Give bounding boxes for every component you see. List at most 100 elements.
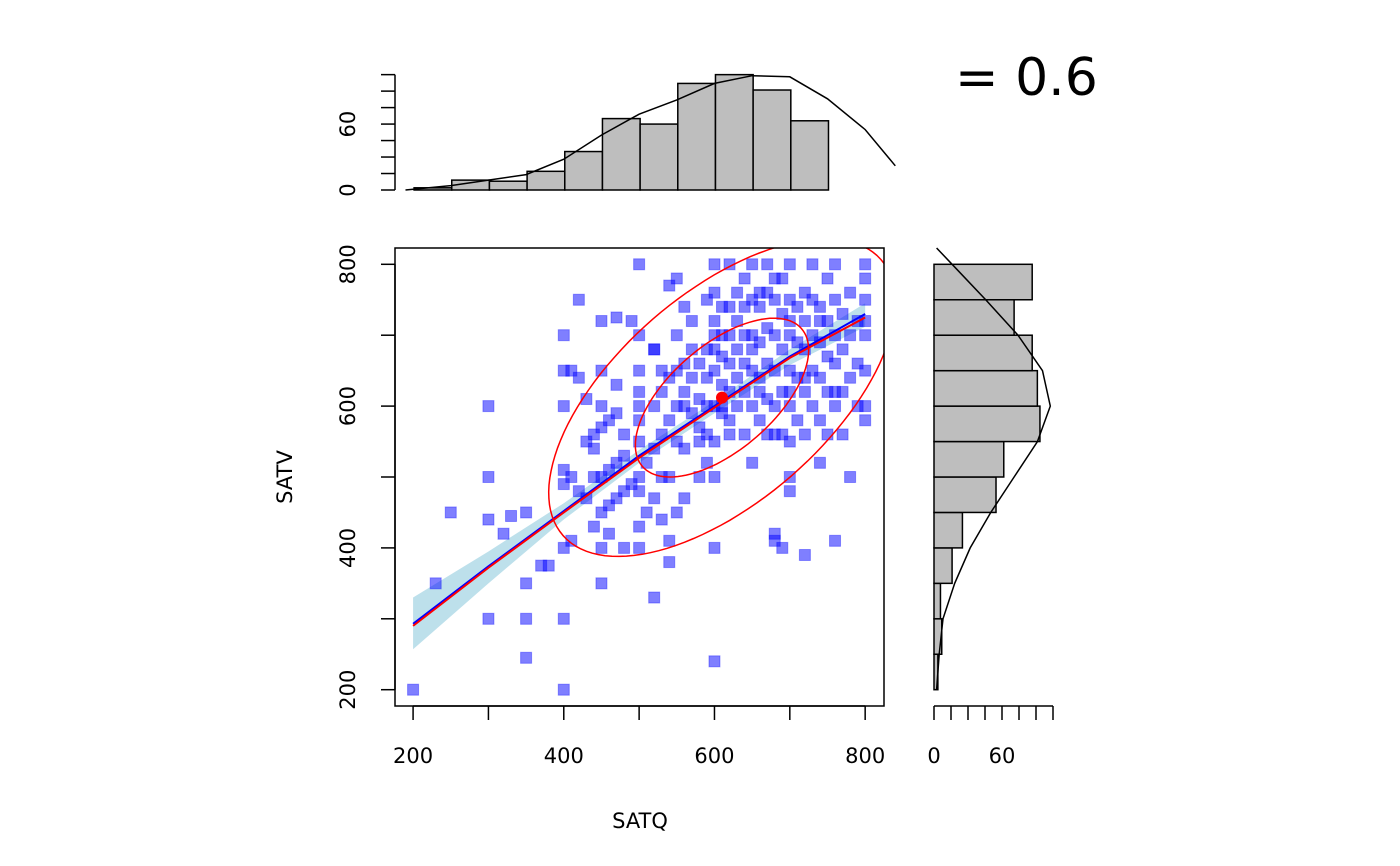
data-point bbox=[791, 300, 804, 313]
data-point bbox=[610, 492, 623, 505]
y-tick-label: 600 bbox=[336, 386, 360, 426]
data-point bbox=[783, 385, 796, 398]
data-point bbox=[678, 300, 691, 313]
data-point bbox=[798, 286, 811, 299]
x-tick-label: 200 bbox=[393, 744, 433, 768]
data-point bbox=[610, 311, 623, 324]
data-point bbox=[595, 577, 608, 590]
data-point bbox=[844, 371, 857, 384]
data-point bbox=[708, 655, 721, 668]
y-density-curve bbox=[935, 247, 1052, 690]
x-axis: 200 400 600 800 bbox=[393, 705, 885, 768]
data-point bbox=[851, 357, 864, 370]
data-point bbox=[633, 485, 646, 498]
data-point bbox=[610, 456, 623, 469]
ellipse-level-1 bbox=[634, 317, 810, 478]
data-point bbox=[602, 499, 615, 512]
data-point bbox=[859, 364, 872, 377]
data-point bbox=[663, 414, 676, 427]
data-point bbox=[678, 442, 691, 455]
data-point bbox=[678, 385, 691, 398]
data-point bbox=[663, 279, 676, 292]
data-point bbox=[844, 286, 857, 299]
y-tick-label: 800 bbox=[336, 244, 360, 284]
data-point bbox=[685, 371, 698, 384]
data-point bbox=[746, 343, 759, 356]
data-point bbox=[655, 385, 668, 398]
x-hist-bar bbox=[564, 150, 604, 191]
data-point bbox=[813, 300, 826, 313]
data-point bbox=[821, 350, 834, 363]
data-point bbox=[761, 357, 774, 370]
data-point bbox=[723, 357, 736, 370]
data-point bbox=[761, 393, 774, 406]
data-point bbox=[557, 612, 570, 625]
data-point bbox=[813, 371, 826, 384]
data-point bbox=[768, 293, 781, 306]
data-point bbox=[587, 471, 600, 483]
data-point bbox=[859, 258, 872, 271]
data-point bbox=[572, 293, 585, 306]
data-point bbox=[633, 258, 646, 271]
data-point bbox=[670, 329, 683, 342]
data-point bbox=[633, 471, 646, 483]
data-point bbox=[738, 428, 751, 441]
data-point bbox=[791, 414, 804, 427]
data-point bbox=[731, 343, 744, 356]
scatter-panel: 200 400 600 800 200 400 600 800 bbox=[336, 244, 885, 768]
data-point bbox=[806, 400, 819, 413]
x-hist-bar bbox=[601, 117, 641, 191]
data-point bbox=[429, 577, 442, 590]
x-hist-tick-label: 60 bbox=[336, 111, 360, 138]
data-point bbox=[640, 506, 653, 519]
data-point bbox=[557, 541, 570, 554]
ellipse-level-2 bbox=[547, 248, 884, 558]
data-point bbox=[798, 428, 811, 441]
data-point bbox=[685, 343, 698, 356]
data-point bbox=[640, 456, 653, 469]
data-point bbox=[670, 364, 683, 377]
data-point bbox=[648, 400, 661, 413]
data-point bbox=[542, 559, 555, 572]
data-point bbox=[708, 315, 721, 328]
data-point bbox=[557, 478, 570, 491]
x-hist-bar bbox=[677, 82, 717, 191]
data-point bbox=[572, 485, 585, 498]
data-point bbox=[587, 442, 600, 455]
data-point bbox=[633, 329, 646, 342]
data-point bbox=[482, 471, 495, 483]
data-point bbox=[829, 258, 842, 271]
x-hist-bar bbox=[488, 180, 528, 191]
data-point bbox=[746, 293, 759, 306]
data-point bbox=[716, 378, 729, 391]
data-point bbox=[633, 520, 646, 533]
data-point bbox=[663, 534, 676, 547]
data-point bbox=[520, 651, 533, 664]
data-point bbox=[723, 428, 736, 441]
data-point bbox=[753, 385, 766, 398]
fit-line bbox=[412, 316, 866, 627]
data-point bbox=[678, 400, 691, 413]
data-point bbox=[813, 414, 826, 427]
data-point bbox=[587, 428, 600, 441]
data-point bbox=[407, 683, 420, 696]
data-point bbox=[708, 343, 721, 356]
data-point bbox=[655, 364, 668, 377]
data-point bbox=[618, 541, 631, 554]
data-point bbox=[806, 293, 819, 306]
data-point bbox=[595, 315, 608, 328]
data-point bbox=[746, 400, 759, 413]
data-point bbox=[753, 414, 766, 427]
loess-line bbox=[412, 313, 866, 625]
data-point bbox=[587, 520, 600, 533]
data-point bbox=[859, 400, 872, 413]
data-point bbox=[565, 534, 578, 547]
y-axis-title: SATV bbox=[273, 450, 297, 504]
data-point bbox=[836, 307, 849, 320]
data-point bbox=[783, 485, 796, 498]
data-point bbox=[565, 364, 578, 377]
data-point bbox=[693, 357, 706, 370]
data-point bbox=[580, 435, 593, 448]
data-point bbox=[633, 385, 646, 398]
data-point bbox=[693, 435, 706, 448]
